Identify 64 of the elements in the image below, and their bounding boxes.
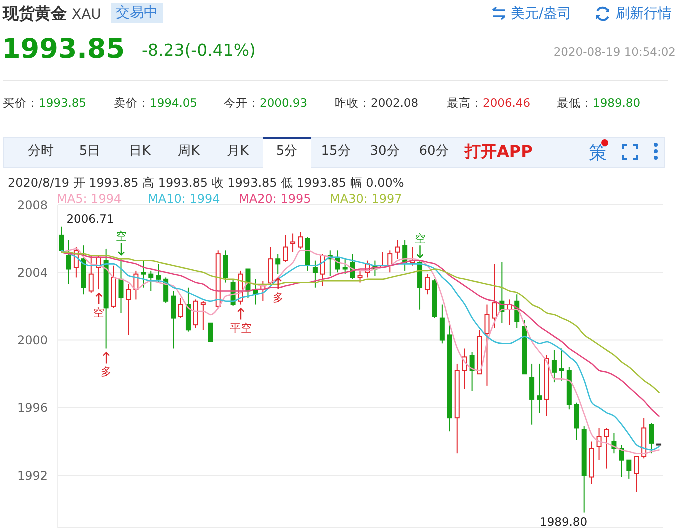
text: 美元/盎司 (511, 5, 572, 24)
text: 刷新行情 (616, 5, 672, 24)
annotation: 空 (116, 230, 127, 244)
annotation: 2006.71 (66, 212, 114, 226)
annotation: 多 (101, 366, 112, 379)
candlestick (530, 363, 535, 426)
text: 交易中 (111, 3, 163, 23)
annotation: 空 (414, 232, 426, 246)
text: 今开：2000.93 (224, 96, 308, 110)
y-tick-label: 1996 (17, 401, 48, 416)
candlestick (559, 348, 564, 382)
text: 2020/8/19 开 1993.85 高 1993.85 收 1993.85 低 1993.85 幅 0.00% (8, 174, 404, 192)
annotation: 空 (94, 306, 105, 320)
candlestick (104, 248, 109, 350)
annotation: 1989.80 (540, 514, 588, 528)
text: 最低：1989.80 (557, 96, 641, 110)
text: 15分 (320, 143, 352, 161)
annotation: 平空 (230, 322, 252, 335)
candlestick (552, 350, 557, 384)
text: 5分 (275, 143, 299, 161)
text: 日K (128, 143, 152, 161)
candlestick (537, 363, 542, 414)
text: 策 (589, 142, 607, 166)
text: 60分 (418, 143, 450, 161)
candlestick (626, 460, 632, 480)
y-tick-label: 1992 (17, 468, 48, 483)
text: 1993.85 (39, 96, 87, 110)
text: 5日 (78, 143, 102, 161)
text: 月K (226, 143, 250, 161)
text: MA20: 1995 (239, 192, 312, 206)
candlestick (118, 258, 124, 314)
text: 打开APP (465, 141, 533, 163)
text: 最高：2006.46 (447, 96, 531, 110)
text: MA10: 1994 (148, 192, 222, 206)
y-tick-label: 2000 (17, 334, 48, 348)
text: -8.23(-0.41%) (142, 40, 256, 62)
text: 30分 (369, 143, 401, 161)
candlestick (126, 284, 132, 336)
candlestick (492, 264, 498, 329)
candlestick (66, 240, 72, 285)
text: 周K (177, 143, 201, 161)
chart-subtitle: XAU (72, 6, 102, 25)
text: 分时 (27, 143, 55, 161)
text: 1993.85 (2, 34, 125, 65)
candlestick (477, 330, 482, 375)
candlestick (596, 428, 602, 461)
candlestick (484, 304, 490, 386)
text: MA5: 1994 (57, 192, 123, 206)
text: 卖价：1994.05 (114, 96, 198, 110)
text: 2020-08-19 10:54:02 (554, 44, 676, 60)
chart-title: 现货黄金 (3, 3, 67, 25)
text: MA30: 1997 (330, 192, 404, 206)
annotation: 多 (272, 291, 284, 304)
candlestick (141, 260, 146, 288)
text: 昨收：2002.08 (335, 96, 419, 110)
candlestick (634, 456, 640, 493)
y-tick-label: 2008 (17, 198, 48, 212)
candlestick (276, 254, 281, 275)
y-tick-label: 2004 (17, 266, 48, 280)
text: 买价： (3, 96, 39, 110)
candlestick (171, 290, 176, 350)
candlestick (208, 322, 214, 342)
candlestick (447, 321, 452, 432)
candlestick (290, 233, 296, 253)
